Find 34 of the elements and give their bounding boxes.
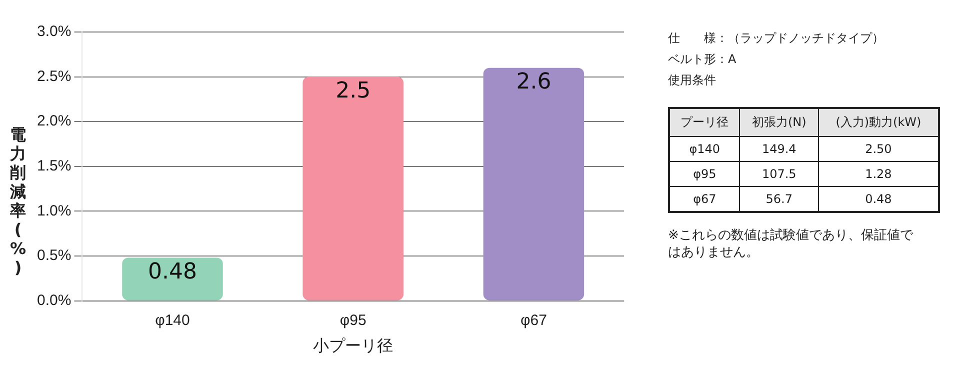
y-tick-label: 0.5% [36, 247, 72, 264]
category-label: プーリ径 [669, 108, 740, 136]
x-axis-title: 小プーリ径 [313, 336, 394, 355]
text: 使用条件 [668, 72, 717, 89]
text: 0.48 [818, 186, 939, 212]
y-tick-label: 2.0% [36, 112, 72, 130]
y-tick-label: 3.0% [36, 23, 72, 40]
bar [302, 76, 404, 300]
data-label: 2.6 [516, 70, 552, 95]
category-label: 初張力(N) [740, 108, 818, 136]
category-label: (入力)動力(kW) [818, 108, 939, 136]
text: 2.50 [818, 136, 939, 162]
category-label: φ67 [693, 192, 716, 206]
text: 149.4 [740, 136, 818, 162]
data-label: 0.48 [148, 260, 197, 285]
y-axis-title: 電力削減率(%) [10, 125, 26, 277]
x-tick-label: φ95 [340, 312, 366, 329]
text: 1.28 [818, 162, 939, 186]
text: ベルト形：A [668, 51, 738, 68]
y-tick-label: 2.5% [36, 68, 72, 85]
data-label: 2.5 [336, 78, 371, 104]
text: ※これらの数値は試験値であり、保証値ではありません。 [668, 227, 914, 261]
text: 56.7 [740, 186, 818, 212]
y-tick-label: 1.5% [36, 158, 72, 175]
x-tick-label: φ67 [520, 312, 547, 329]
text: 仕 様：（ラップドノッチドタイプ） [668, 30, 885, 47]
bar [122, 258, 223, 300]
text: 107.5 [740, 162, 818, 186]
category-label: φ140 [689, 142, 720, 156]
x-tick-label: φ140 [155, 312, 190, 329]
y-tick-label: 0.0% [36, 292, 72, 309]
category-label: φ95 [693, 167, 716, 181]
bar [483, 68, 584, 300]
y-tick-label: 1.0% [36, 202, 72, 220]
